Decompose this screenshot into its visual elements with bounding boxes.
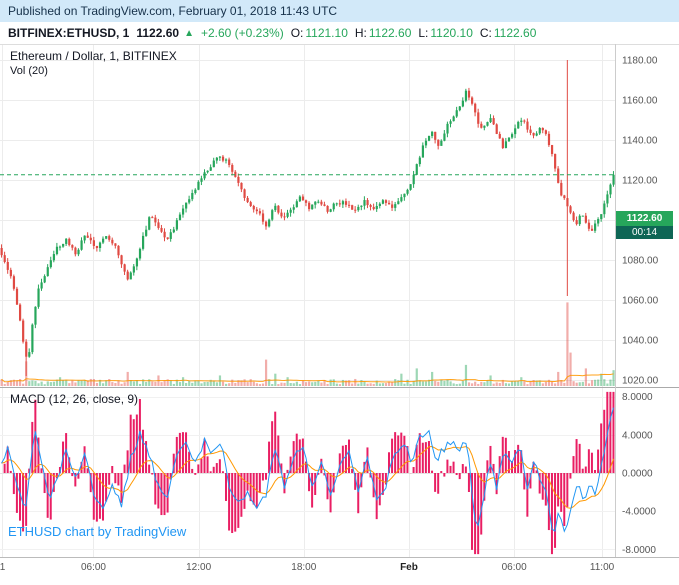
- svg-text:11:00: 11:00: [590, 562, 615, 573]
- up-arrow-icon: ▲: [184, 27, 194, 39]
- countdown-badge: 00:14: [616, 226, 673, 239]
- published-text: Published on TradingView.com, February 0…: [8, 4, 338, 18]
- close-quote: C: 1122.60: [480, 26, 537, 40]
- svg-text:06:00: 06:00: [81, 562, 106, 573]
- high-quote: H: 1122.60: [355, 26, 412, 40]
- volume-legend: Vol (20): [10, 65, 48, 77]
- last-price-text: 1122.60: [136, 26, 180, 40]
- open-label: O:: [290, 26, 304, 40]
- quote-bar: BITFINEX:ETHUSD, 1 1122.60 ▲ +2.60 (+0.2…: [0, 22, 679, 44]
- svg-text:8.0000: 8.0000: [622, 392, 653, 403]
- chart-canvas[interactable]: 1180.001160.001140.001120.001100.001080.…: [0, 44, 679, 585]
- chart-area[interactable]: 1180.001160.001140.001120.001100.001080.…: [0, 44, 679, 585]
- svg-text:1140.00: 1140.00: [622, 136, 658, 147]
- svg-text:-4.0000: -4.0000: [622, 507, 656, 518]
- svg-text:-8.0000: -8.0000: [622, 545, 656, 556]
- price-axis[interactable]: [615, 44, 679, 557]
- svg-text:1040.00: 1040.00: [622, 336, 659, 347]
- svg-text:1180.00: 1180.00: [622, 56, 658, 67]
- svg-text:12:00: 12:00: [186, 562, 211, 573]
- price-change: +2.60 (+0.23%): [200, 26, 284, 40]
- open-value: 1121.10: [305, 26, 348, 40]
- svg-text:Feb: Feb: [400, 562, 418, 573]
- svg-text:1060.00: 1060.00: [622, 296, 659, 307]
- svg-text:1160.00: 1160.00: [622, 96, 658, 107]
- svg-text:1080.00: 1080.00: [622, 256, 659, 267]
- svg-text:06:00: 06:00: [502, 562, 527, 573]
- open-quote: O: 1121.10: [291, 26, 348, 40]
- high-value: 1122.60: [368, 26, 412, 40]
- close-value: 1122.60: [493, 26, 537, 40]
- time-axis[interactable]: [0, 557, 679, 585]
- high-label: H:: [354, 26, 367, 40]
- svg-text:1020.00: 1020.00: [622, 376, 659, 387]
- low-label: L:: [418, 26, 429, 40]
- symbol-interval: BITFINEX:ETHUSD, 1: [8, 26, 130, 40]
- svg-text:4.0000: 4.0000: [622, 430, 653, 441]
- svg-text:1120.00: 1120.00: [622, 176, 658, 187]
- last-price-badge: 1122.60: [616, 211, 673, 226]
- low-quote: L: 1120.10: [418, 26, 473, 40]
- watermark-link[interactable]: ETHUSD chart by TradingView: [8, 524, 187, 539]
- svg-text:18:00: 18:00: [291, 562, 316, 573]
- low-value: 1120.10: [430, 26, 473, 40]
- svg-text:0.0000: 0.0000: [622, 469, 653, 480]
- macd-legend: MACD (12, 26, close, 9): [10, 392, 139, 406]
- published-bar: Published on TradingView.com, February 0…: [0, 0, 679, 22]
- close-label: C:: [479, 26, 492, 40]
- price-pane-legend: Ethereum / Dollar, 1, BITFINEX: [10, 49, 177, 63]
- svg-text:1: 1: [0, 562, 6, 573]
